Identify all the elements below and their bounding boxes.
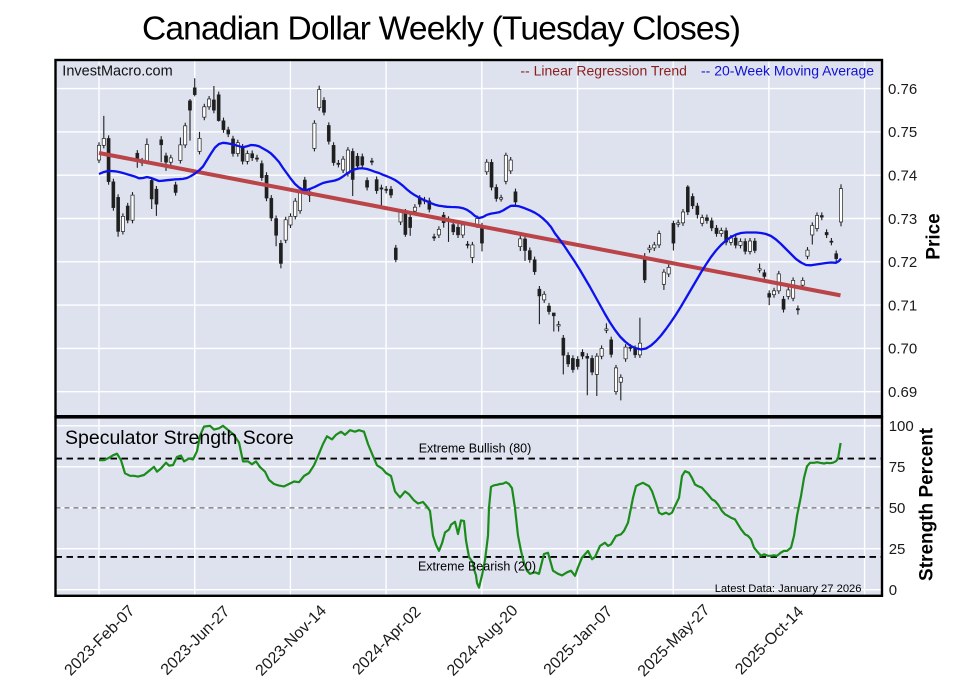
svg-text:-- 20-Week Moving Average: -- 20-Week Moving Average <box>701 63 874 79</box>
svg-text:75: 75 <box>889 459 906 476</box>
svg-text:0: 0 <box>889 582 897 599</box>
svg-text:100: 100 <box>889 418 914 435</box>
svg-text:Extreme Bullish (80): Extreme Bullish (80) <box>419 442 532 456</box>
svg-text:InvestMacro.com: InvestMacro.com <box>62 64 172 80</box>
svg-text:50: 50 <box>889 500 906 517</box>
svg-text:Canadian Dollar Weekly (Tuesda: Canadian Dollar Weekly (Tuesday Closes) <box>142 10 740 47</box>
svg-text:0.71: 0.71 <box>888 297 917 314</box>
svg-text:Speculator Strength Score: Speculator Strength Score <box>65 427 294 449</box>
svg-text:Strength Percent: Strength Percent <box>917 427 938 581</box>
svg-text:25: 25 <box>889 541 906 558</box>
svg-text:0.69: 0.69 <box>888 384 917 401</box>
svg-text:Latest Data: January 27 2026: Latest Data: January 27 2026 <box>715 583 862 595</box>
svg-text:0.74: 0.74 <box>888 168 917 185</box>
svg-text:0.75: 0.75 <box>888 124 917 141</box>
svg-text:0.72: 0.72 <box>888 254 917 271</box>
svg-text:0.73: 0.73 <box>888 211 917 228</box>
svg-text:0.70: 0.70 <box>888 341 917 358</box>
svg-text:-- Linear Regression Trend: -- Linear Regression Trend <box>520 63 687 79</box>
svg-text:0.76: 0.76 <box>888 81 917 98</box>
svg-text:Extreme Bearish (20): Extreme Bearish (20) <box>418 560 536 574</box>
svg-text:Price: Price <box>924 213 945 259</box>
